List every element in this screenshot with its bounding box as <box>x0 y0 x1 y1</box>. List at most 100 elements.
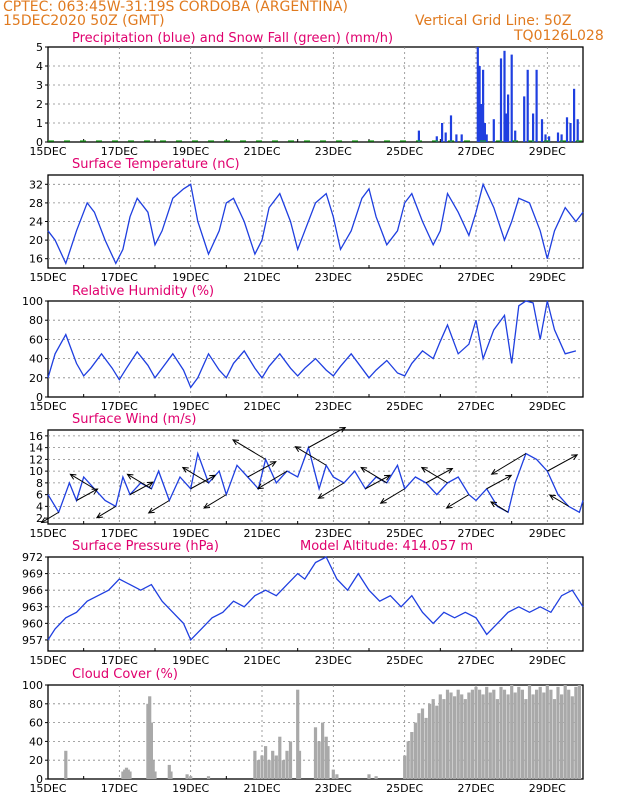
cloud-bar <box>124 767 129 779</box>
wind-arrow-head <box>181 466 189 473</box>
wind-ytick-label: 2 <box>36 512 43 525</box>
humidity-frame <box>47 300 584 398</box>
humidity-xtick-label: 21DEC <box>243 400 280 413</box>
cloud-ytick-label: 20 <box>29 754 43 767</box>
precip-bar <box>565 117 569 142</box>
precip-xtick-label: 17DEC <box>101 145 138 158</box>
cloud-bar <box>488 692 492 779</box>
humidity-xtick-label: 23DEC <box>315 400 352 413</box>
wind-arrow-head <box>548 494 556 501</box>
wind-arrow-head <box>209 474 217 481</box>
cloud-bar <box>260 755 264 779</box>
cloud-bar <box>531 694 535 779</box>
precip-ytick-label: 5 <box>36 41 43 54</box>
cloud-bar <box>151 760 155 779</box>
pressure-ytick-label: 963 <box>22 601 43 614</box>
precip-ytick-label: 2 <box>36 98 43 111</box>
precip-bar <box>505 113 508 142</box>
wind-arrow-head <box>146 481 154 488</box>
cloud-bar <box>467 692 471 779</box>
precip-bar <box>532 113 535 142</box>
cloud-bar <box>513 692 517 779</box>
wind-xtick-label: 21DEC <box>243 527 280 540</box>
wind-arrow-head <box>489 501 497 508</box>
cloud-xtick-label: 15DEC <box>29 782 66 795</box>
wind-xtick-label: 17DEC <box>101 527 138 540</box>
pressure-ytick-label: 966 <box>22 584 43 597</box>
cloud-bar <box>417 713 421 779</box>
pressure-xtick-label: 19DEC <box>172 654 209 667</box>
wind-arrow-head <box>69 473 77 480</box>
wind-arrow <box>232 439 266 460</box>
cloud-bar <box>474 686 478 779</box>
wind-arrow-head <box>379 497 387 504</box>
precip-bar <box>510 54 513 142</box>
cloud-bar <box>438 694 442 779</box>
wind-arrow-head <box>95 512 103 519</box>
precip-bar <box>449 115 453 142</box>
wind-arrow-head <box>571 454 579 460</box>
pressure-xtick-label: 17DEC <box>101 654 138 667</box>
wind-arrow <box>41 511 59 523</box>
humidity-xtick-label: 27DEC <box>457 400 494 413</box>
precip-ytick-label: 4 <box>36 60 43 73</box>
cloud-bar <box>449 692 453 779</box>
cloud-bar <box>495 699 499 779</box>
cloud-bar <box>435 705 439 779</box>
precip-ytick-label: 0 <box>36 136 43 149</box>
cloud-bar <box>185 774 189 779</box>
cloud-bar <box>153 771 157 779</box>
cloud-bar <box>288 741 293 779</box>
cloud-bar <box>297 750 302 779</box>
pressure-annotation: Model Altitude: 414.057 m <box>300 539 473 554</box>
cloud-bar <box>278 736 282 779</box>
cloud-bar <box>206 776 211 779</box>
cloud-bar <box>545 685 549 779</box>
precip-bar <box>503 50 506 142</box>
cloud-bar <box>189 776 193 779</box>
precip-bar <box>483 123 486 142</box>
pressure-xtick-label: 25DEC <box>386 654 423 667</box>
cloud-bar <box>367 774 371 779</box>
pressure-ytick-label: 972 <box>22 551 43 564</box>
cloud-bar <box>335 774 339 779</box>
precip-title: Precipitation (blue) and Snow Fall (gree… <box>72 31 393 46</box>
precip-bar <box>514 130 517 142</box>
wind-arrow <box>295 446 327 466</box>
cloud-bar <box>410 732 414 779</box>
cloud-bar <box>149 722 153 779</box>
wind-xtick-label: 27DEC <box>457 527 494 540</box>
pressure-xtick-label: 21DEC <box>243 654 280 667</box>
cloud-xtick-label: 25DEC <box>386 782 423 795</box>
wind-xtick-label: 19DEC <box>172 527 209 540</box>
wind-arrow-head <box>203 502 211 509</box>
humidity-xtick-label: 15DEC <box>29 400 66 413</box>
cloud-bar <box>524 699 528 779</box>
wind-arrow <box>96 505 117 519</box>
cloud-bar <box>406 741 410 779</box>
cloud-bar <box>267 760 271 779</box>
wind-arrow <box>203 494 227 509</box>
precip-xtick-label: 23DEC <box>315 145 352 158</box>
wind-xtick-label: 29DEC <box>529 527 566 540</box>
wind-arrow <box>491 453 527 475</box>
cloud-ytick-label: 40 <box>29 735 43 748</box>
cloud-bar <box>445 689 450 779</box>
cloud-bar <box>492 689 496 779</box>
cloud-xtick-label: 17DEC <box>101 782 138 795</box>
wind-arrow <box>425 468 453 484</box>
cloud-bar <box>527 685 532 779</box>
precip-bar <box>540 119 544 142</box>
temperature-xtick-label: 27DEC <box>457 271 494 284</box>
temperature-line <box>47 182 584 266</box>
cloud-bar <box>281 760 285 779</box>
cloud-bar <box>313 727 318 779</box>
wind-ytick-label: 14 <box>29 442 43 455</box>
wind-line <box>47 445 584 514</box>
wind-arrow <box>547 454 578 472</box>
header-line3-right: TQ0126L028 <box>514 28 604 44</box>
precip-bar <box>485 134 488 142</box>
header-line2-left: 15DEC2020 50Z (GMT) <box>3 13 165 29</box>
wind-xtick-label: 15DEC <box>29 527 66 540</box>
